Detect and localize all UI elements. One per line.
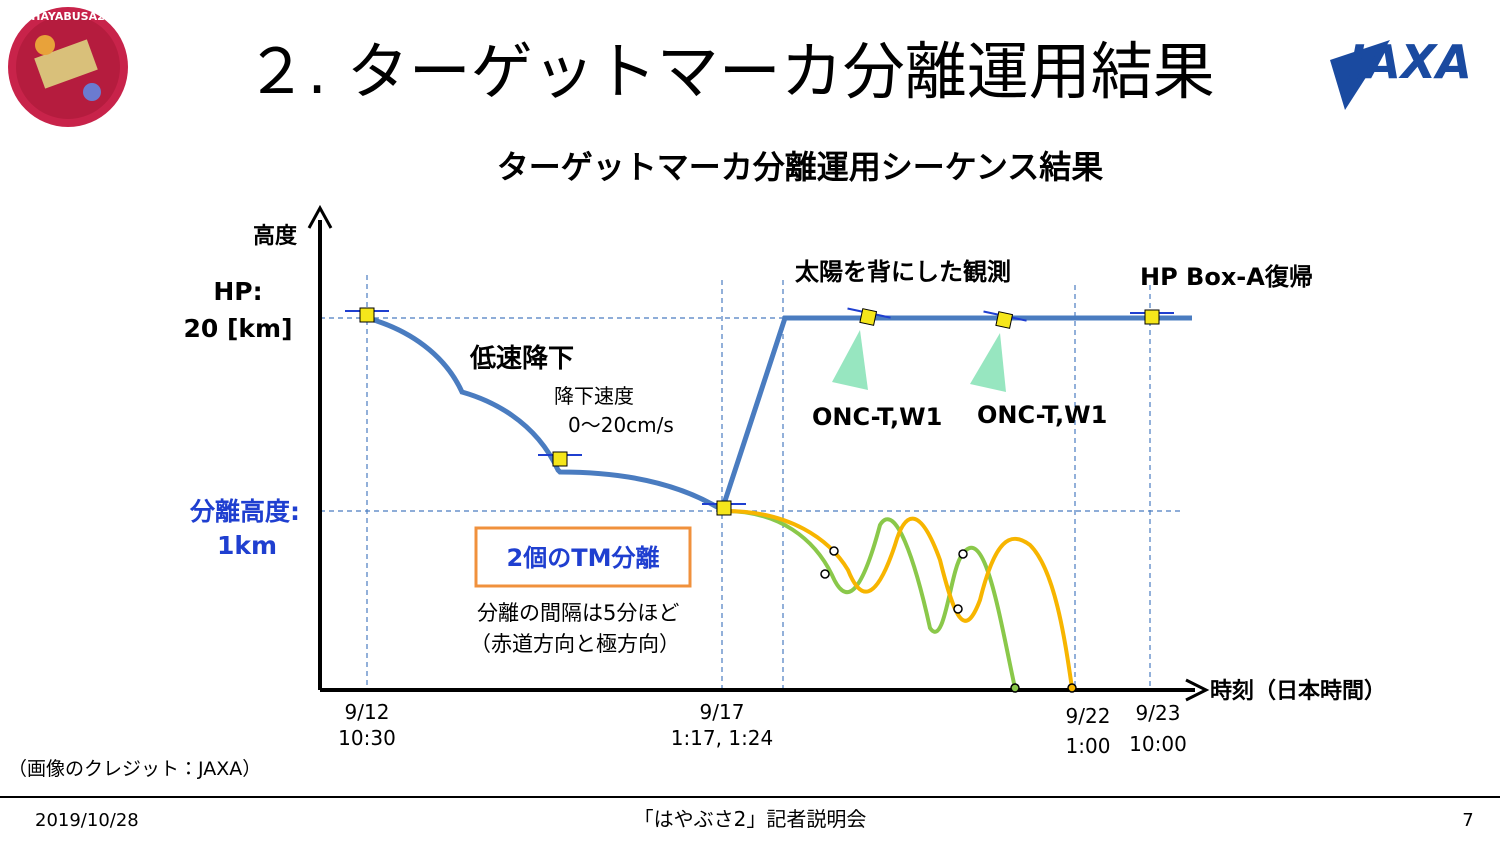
annotation: 太陽を背にした観測 xyxy=(795,258,1011,286)
x-label: 9/22 xyxy=(1066,704,1111,728)
x-label: 9/12 xyxy=(345,700,390,724)
hayabusa-logo: HAYABUSA2 xyxy=(8,7,128,127)
logo-text: JAXA xyxy=(1340,35,1472,89)
annotation: ONC-T,W1 xyxy=(977,401,1107,429)
annotation: 分離の間隔は5分ほど xyxy=(477,601,679,625)
x-axis-label: 時刻（日本時間） xyxy=(1210,679,1386,704)
footer-date: 2019/10/28 xyxy=(35,810,139,831)
y-label: 20 [km] xyxy=(183,314,292,343)
credit: （画像のクレジット：JAXA） xyxy=(8,758,261,780)
x-label: 1:00 xyxy=(1066,734,1111,758)
slide-title: ２. ターゲットマーカ分離運用結果 xyxy=(245,35,1214,108)
diagram-title: ターゲットマーカ分離運用シーケンス結果 xyxy=(497,148,1103,186)
jaxa-logo: JAXA xyxy=(1330,35,1472,110)
x-label: 10:00 xyxy=(1129,732,1187,756)
marker-trajectory xyxy=(721,508,1074,689)
x-label: 9/23 xyxy=(1136,701,1181,725)
annotation: （赤道方向と極方向） xyxy=(470,632,680,656)
annotation: HP Box-A復帰 xyxy=(1140,263,1313,291)
x-labels: 9/12 10:30 9/17 1:17, 1:24 9/22 1:00 9/2… xyxy=(338,700,1187,758)
y-axis-label: 高度 xyxy=(253,223,298,249)
y-label: HP: xyxy=(213,277,262,306)
logo-text: HAYABUSA2 xyxy=(31,10,105,23)
marker-trajectory xyxy=(721,508,1017,689)
target-markers xyxy=(820,546,1077,693)
annotation: 2個のTM分離 xyxy=(507,544,660,572)
y-label: 1km xyxy=(217,531,277,560)
callout-box xyxy=(474,526,692,588)
annotation: 低速降下 xyxy=(469,344,574,374)
annotation: 降下速度 xyxy=(554,384,634,408)
axes xyxy=(307,204,1210,702)
annotation: 0〜20cm/s xyxy=(568,413,674,437)
page-number: 7 xyxy=(1462,810,1473,831)
annotation: ONC-T,W1 xyxy=(812,403,942,431)
camera-cone xyxy=(970,333,1006,392)
footer-event: 「はやぶさ2」記者説明会 xyxy=(634,807,867,831)
x-label: 1:17, 1:24 xyxy=(671,726,774,750)
x-label: 9/17 xyxy=(700,700,745,724)
x-label: 10:30 xyxy=(338,726,396,750)
spacecraft-trajectory xyxy=(366,315,1192,514)
camera-cone xyxy=(832,330,868,390)
y-label: 分離高度: xyxy=(189,497,300,526)
spacecraft-icons xyxy=(345,307,1174,516)
guide-lines xyxy=(320,275,1190,690)
